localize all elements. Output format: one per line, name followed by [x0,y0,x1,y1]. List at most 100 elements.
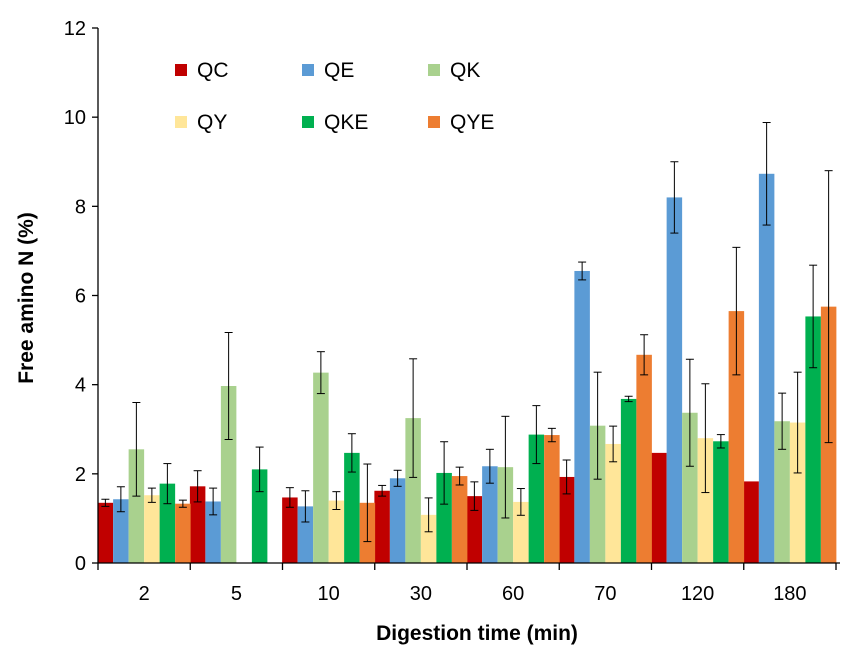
bar-qy-10 [328,500,345,563]
bar-qke-60 [528,434,545,563]
x-tick-label: 5 [231,583,242,605]
bar-qy-120 [697,438,714,563]
bar-qe-70 [574,270,590,563]
error-bar-qy-120 [701,383,710,494]
error-bar-qye-70 [640,334,649,376]
error-bar-qy-70 [609,425,618,463]
error-bar-qy-30 [424,497,433,533]
error-bar-qke-180 [809,264,818,369]
y-tick-label: 4 [75,375,86,397]
y-tick-label: 0 [75,553,86,575]
legend-label: QY [197,111,227,134]
error-bar-qye-180 [824,170,833,444]
x-tick-label: 10 [318,583,340,605]
error-bar-qk-60 [501,415,510,519]
legend-swatch [175,116,187,128]
bar-qc-2 [97,502,114,563]
bar-qe-30 [389,478,406,563]
error-bar-qke-2 [163,463,172,505]
bar-qye-2 [175,503,191,563]
bar-qke-70 [620,398,637,563]
bar-qy-2 [144,495,160,563]
error-bar-qc-60 [470,481,479,511]
error-bar-qk-5 [224,332,233,441]
x-tick-label: 30 [410,583,432,605]
legend-swatch [428,64,440,76]
bar-qe-120 [666,197,683,564]
error-bar-qc-30 [378,484,387,497]
bar-qy-180 [789,422,806,563]
bar-qk-120 [682,412,698,563]
legend-label: QYE [450,111,494,134]
legend-swatch [428,116,440,128]
y-axis-title: Free amino N (%) [15,212,38,384]
bar-qe-180 [758,173,775,564]
x-axis-title: Digestion time (min) [376,622,578,645]
error-bar-qy-180 [793,371,802,474]
error-bar-qye-30 [455,466,464,486]
bar-qc-30 [374,490,390,563]
legend-item-qy: QY [175,111,227,134]
error-bar-qe-2 [116,486,125,513]
y-tick-label: 6 [75,286,86,308]
error-bar-qe-70 [578,261,587,281]
legend-item-qc: QC [175,59,229,82]
error-bar-qe-10 [301,490,310,523]
bar-qc-180 [743,481,759,563]
error-bar-qk-70 [593,371,602,480]
error-bar-qke-30 [440,441,449,505]
bars-layer [97,173,837,564]
error-bar-qy-10 [332,491,341,510]
y-tick-label: 12 [64,18,86,40]
legend-label: QK [450,59,480,82]
bar-qy-30 [420,514,437,563]
bar-qe-5 [205,501,221,563]
bar-qk-180 [774,421,790,563]
error-bar-qe-120 [670,161,679,234]
bar-qye-60 [544,435,560,563]
bar-qye-70 [636,354,652,563]
bar-qc-70 [558,476,575,563]
bar-qk-30 [405,418,421,563]
bar-qe-10 [297,506,314,563]
bar-qk-5 [220,386,237,563]
legend-swatch [302,116,314,128]
error-bar-qy-2 [147,487,156,503]
bar-qk-70 [589,425,606,563]
legend-label: QKE [324,111,368,134]
legend-item-qke: QKE [302,111,368,134]
bar-qe-2 [113,499,129,563]
error-bar-qc-5 [193,470,202,503]
error-bar-qye-2 [178,499,187,508]
legend-item-qk: QK [428,59,480,82]
error-bar-qk-30 [409,358,418,478]
error-bars-layer [101,122,833,543]
bar-qke-120 [713,441,729,563]
error-bar-qke-60 [532,405,541,465]
error-bar-qc-70 [562,459,571,495]
legend-item-qe: QE [302,59,354,82]
x-tick-label: 120 [681,583,714,605]
legend-label: QC [197,59,229,82]
legend-swatch [302,64,314,76]
bar-qke-10 [344,452,360,563]
axes-layer: 0 2 4 6 8 10 12 2 5 10 30 60 70 120 180 [64,18,840,605]
bar-qke-180 [805,316,821,563]
legend-item-qye: QYE [428,111,494,134]
bar-qk-2 [128,449,145,563]
error-bar-qke-70 [624,395,633,403]
error-bar-qke-5 [255,446,264,493]
bar-qy-70 [605,443,621,563]
error-bar-qc-10 [285,487,294,508]
error-bar-qye-10 [363,463,372,543]
bar-qk-10 [313,372,329,563]
error-bar-qye-120 [732,246,741,376]
error-bar-qk-120 [685,358,694,467]
error-bar-qe-30 [393,469,402,487]
error-bar-qy-60 [516,488,525,516]
x-tick-label: 60 [502,583,524,605]
error-bar-qk-180 [778,392,787,450]
bar-qye-120 [728,311,745,563]
x-tick-label: 180 [773,583,806,605]
